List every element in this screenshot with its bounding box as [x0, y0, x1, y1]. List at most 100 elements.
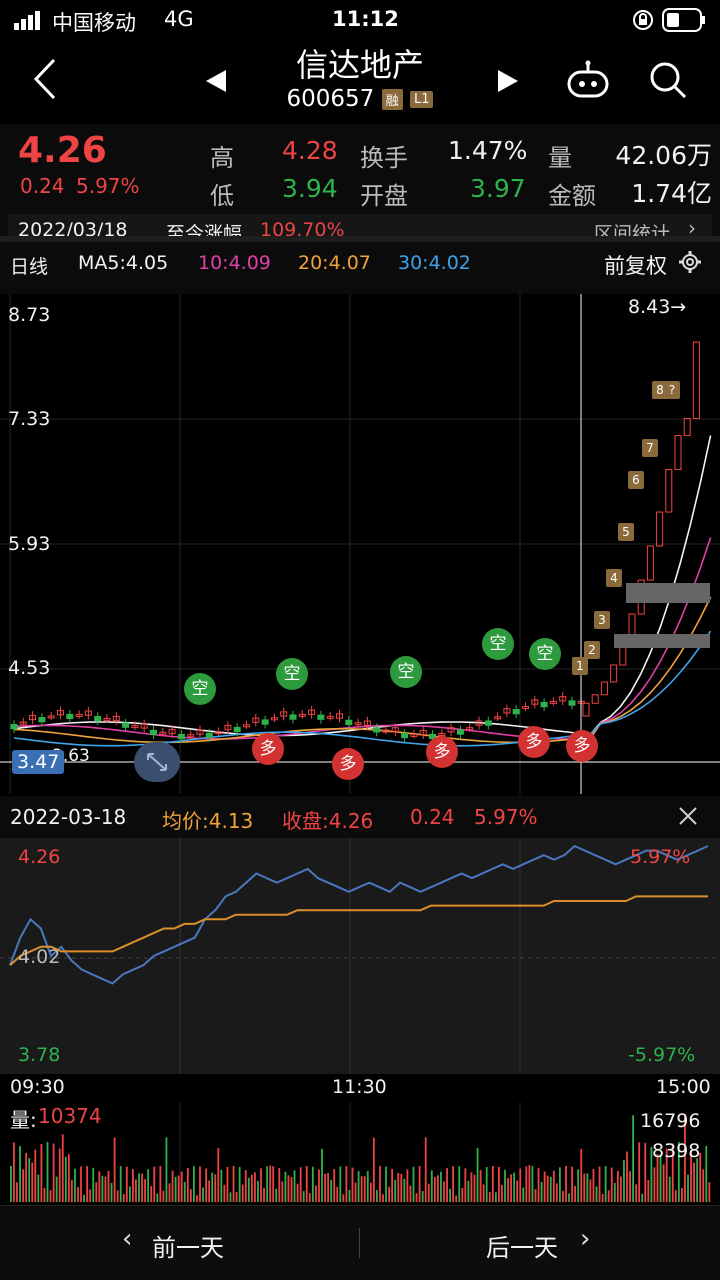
next-day-button[interactable]: 后一天 › [360, 1206, 720, 1278]
volume-bar [589, 1179, 592, 1202]
rally-day-marker: 1 [572, 657, 588, 675]
volume-bar [299, 1167, 302, 1202]
candle-body [270, 717, 278, 721]
candle-body [568, 700, 576, 706]
volume-bar [409, 1185, 412, 1202]
candle-body [665, 469, 673, 513]
volume-bar [369, 1182, 372, 1202]
candle-body [10, 724, 18, 730]
robot-assistant-icon[interactable] [566, 60, 610, 104]
footer-divider [359, 1228, 360, 1258]
volume-bar [101, 1175, 104, 1202]
candle-body [692, 341, 700, 420]
candle-body [252, 717, 260, 723]
volume-bar [485, 1167, 488, 1202]
volume-bar [687, 1174, 689, 1202]
candle-body [336, 713, 343, 719]
expand-icon[interactable] [134, 742, 180, 782]
close-icon[interactable] [676, 804, 700, 832]
volume-bar [598, 1166, 601, 1202]
volume-bar [211, 1172, 214, 1202]
short-signal-marker[interactable]: 空 [184, 673, 216, 705]
volume-bar [473, 1174, 476, 1202]
short-signal-marker[interactable]: 空 [529, 638, 561, 670]
volume-bar [16, 1182, 18, 1202]
long-signal-marker[interactable]: 多 [332, 748, 364, 780]
volume-chart: 量: 10374 16796 8398 [0, 1102, 720, 1202]
volume-bar [467, 1180, 470, 1202]
prev-stock-icon[interactable] [204, 68, 230, 98]
volume-bar [397, 1173, 400, 1202]
volume-bar [290, 1177, 293, 1202]
candle-body [140, 723, 148, 729]
candle-body [308, 709, 316, 715]
adjust-label[interactable]: 前复权 [604, 254, 667, 278]
rally-day-marker: 4 [606, 569, 622, 587]
candle-body [159, 731, 167, 735]
volume-bar [382, 1194, 384, 1202]
prev-day-button[interactable]: ‹ 前一天 [0, 1206, 359, 1278]
volume-bar [470, 1172, 473, 1202]
price-change: 0.24 [20, 174, 65, 198]
volume-bar [510, 1174, 512, 1202]
candle-body [447, 727, 455, 733]
volume-bar [702, 1169, 705, 1202]
gear-icon[interactable] [678, 250, 702, 278]
volume-bar [235, 1191, 238, 1202]
ma10-label: 10:4.09 [198, 252, 271, 274]
volume-bar [37, 1174, 40, 1202]
volume-value: 42.06万 [615, 141, 712, 170]
volume-bar [626, 1151, 628, 1202]
long-signal-marker[interactable]: 多 [518, 726, 550, 758]
intraday-chart[interactable]: 4.26 4.02 3.78 5.97% -5.97% [0, 838, 720, 1078]
volume-bar [555, 1183, 558, 1202]
candle-body [410, 733, 418, 737]
short-signal-marker[interactable]: 空 [482, 628, 514, 660]
candle-body [289, 714, 297, 720]
period-label[interactable]: 日线 [10, 256, 49, 278]
kline-chart[interactable]: 8.73 7.33 5.93 4.53 8.43→ 3.63 3.47 空空空空… [0, 294, 720, 794]
low-value: 3.94 [282, 174, 338, 203]
short-signal-marker[interactable]: 空 [276, 658, 308, 690]
status-bar: 中国移动 4G 11:12 [0, 0, 720, 40]
volume-bar [476, 1147, 479, 1202]
candle-body [373, 727, 381, 733]
stock-code-row: 600657 融 L1 [240, 86, 480, 112]
volume-bar [241, 1184, 244, 1202]
volume-label: 量: [10, 1108, 37, 1132]
long-signal-marker[interactable]: 多 [426, 736, 458, 768]
back-icon[interactable] [30, 56, 60, 106]
volume-bar [238, 1167, 241, 1202]
volume-bar [293, 1170, 296, 1202]
volume-bar [568, 1193, 570, 1202]
volume-bar [74, 1168, 76, 1202]
volume-bar [516, 1180, 519, 1202]
short-signal-marker[interactable]: 空 [390, 656, 422, 688]
search-icon[interactable] [648, 60, 688, 104]
candle-body [674, 435, 682, 471]
volume-bar [601, 1193, 604, 1202]
volume-canvas [10, 1102, 711, 1202]
volume-bar [55, 1176, 58, 1202]
next-stock-icon[interactable] [494, 68, 520, 98]
volume-bar [534, 1189, 537, 1202]
long-signal-marker[interactable]: 多 [252, 733, 284, 765]
volume-bar [10, 1166, 12, 1202]
volume-bar [138, 1173, 140, 1202]
volume-value: 10374 [38, 1104, 102, 1128]
volume-bar [119, 1166, 122, 1202]
volume-bar [257, 1180, 259, 1202]
volume-bar [345, 1166, 348, 1202]
long-signal-marker[interactable]: 多 [566, 730, 598, 762]
volume-bar [177, 1175, 180, 1202]
signal-icon [14, 10, 44, 30]
volume-bar [549, 1176, 552, 1202]
volume-bar [610, 1167, 613, 1202]
volume-bar [348, 1189, 351, 1202]
candle-body [196, 729, 204, 735]
candle-body [233, 726, 241, 733]
volume-bar [122, 1193, 125, 1202]
volume-bar [223, 1184, 226, 1202]
candle-body [103, 717, 111, 721]
candle-body [591, 694, 599, 704]
